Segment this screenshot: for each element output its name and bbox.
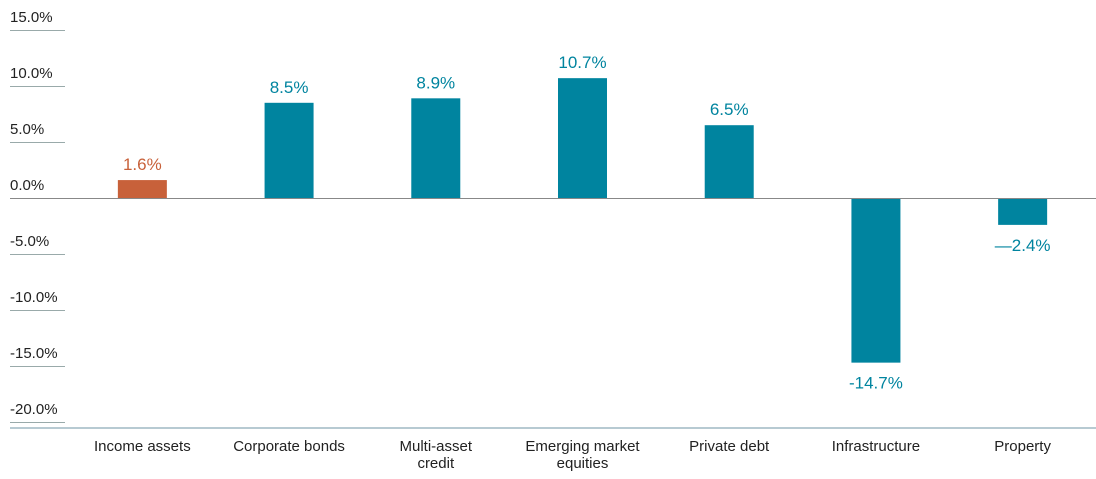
- y-tick-label: 5.0%: [10, 121, 44, 138]
- y-tick-label: -15.0%: [10, 345, 58, 362]
- bar: [411, 98, 461, 198]
- x-tick-label: Private debt: [689, 438, 770, 455]
- data-label: 8.9%: [416, 73, 455, 92]
- data-label: —2.4%: [995, 236, 1051, 255]
- x-tick-label: Emerging market equities: [525, 438, 640, 472]
- x-tick-label: Infrastructure: [831, 438, 921, 455]
- y-tick-label: -5.0%: [10, 233, 49, 250]
- data-label: -14.7%: [849, 374, 903, 393]
- bar: [264, 102, 314, 198]
- bar: [851, 198, 901, 363]
- x-tick-label: Corporate bonds: [233, 438, 345, 455]
- x-tick-label: Income assets: [93, 438, 191, 455]
- data-label: 6.5%: [710, 100, 749, 119]
- data-label: 10.7%: [558, 53, 606, 72]
- y-tick-label: 10.0%: [10, 65, 53, 82]
- bar: [117, 180, 167, 198]
- bar: [998, 198, 1048, 225]
- y-tick-label: 15.0%: [10, 9, 53, 26]
- data-label: 1.6%: [123, 155, 162, 174]
- y-tick-label: -20.0%: [10, 401, 58, 418]
- bar: [558, 78, 607, 198]
- data-label: 8.5%: [270, 78, 309, 97]
- x-tick-label: Property: [994, 438, 1051, 455]
- y-tick-label: -10.0%: [10, 289, 58, 306]
- bar: [704, 125, 754, 198]
- y-tick-label: 0.0%: [10, 177, 44, 194]
- x-tick-label: Multi-asset credit: [399, 438, 473, 472]
